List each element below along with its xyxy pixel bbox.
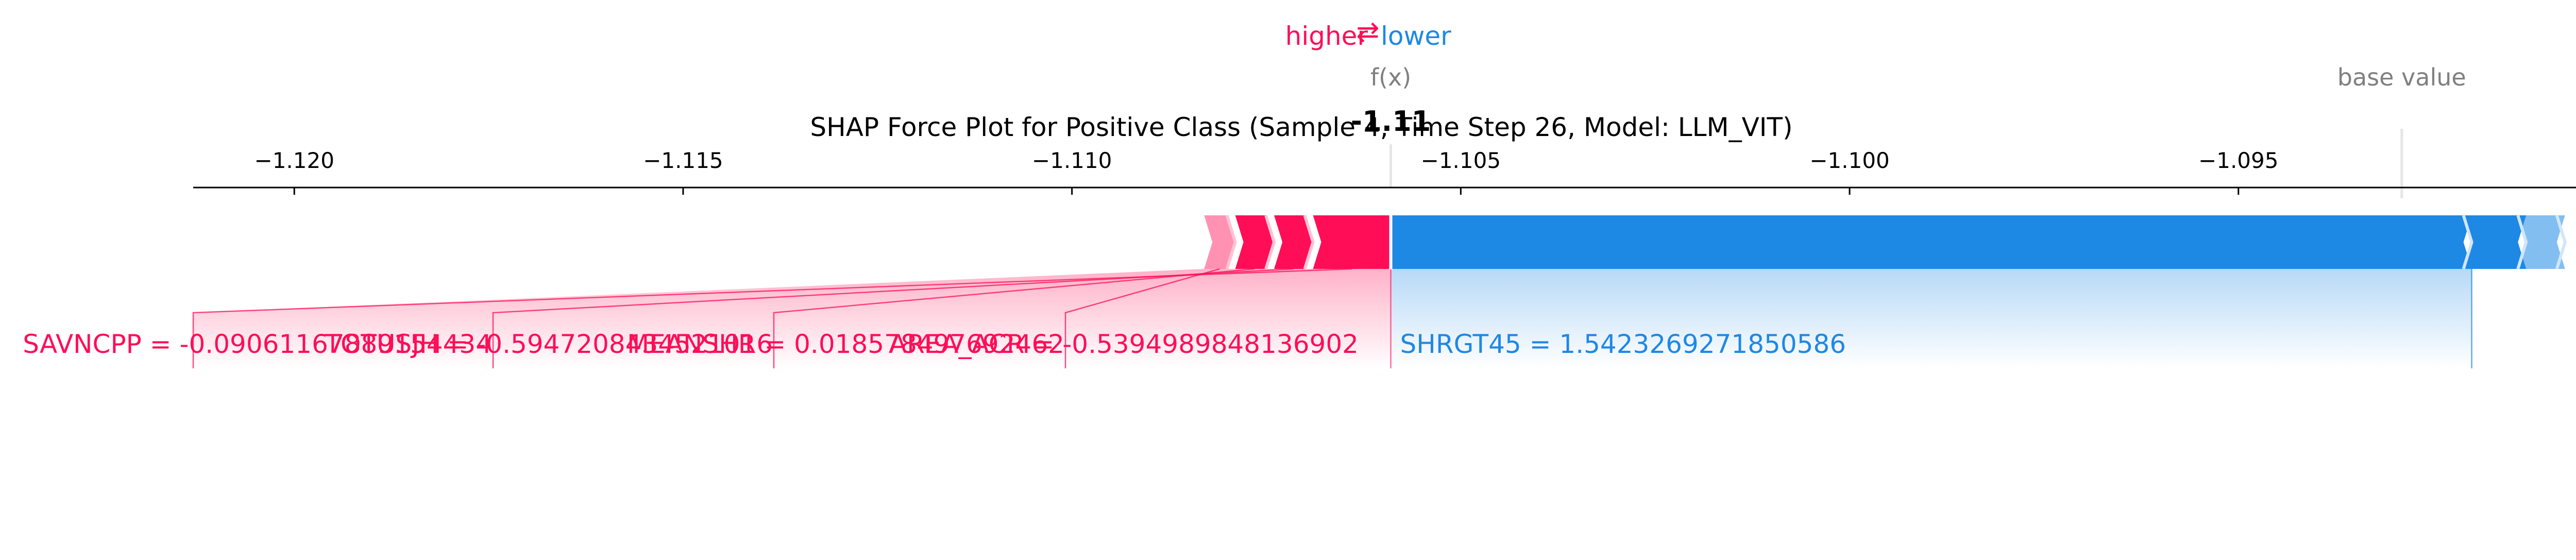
force-bars xyxy=(1204,214,2567,270)
chart-title: SHAP Force Plot for Positive Class (Samp… xyxy=(810,112,1792,142)
positive-bar-segment xyxy=(1274,215,1313,269)
x-tick-label: −1.105 xyxy=(1421,148,1501,173)
fx-label: f(x) xyxy=(1370,63,1411,91)
negative-bar-divider xyxy=(2516,215,2528,269)
base-value-label: base value xyxy=(2337,63,2466,91)
direction-arrow-icon: ⇄ xyxy=(1356,15,1379,48)
positive-connector xyxy=(192,268,1352,368)
negative-bar-tail xyxy=(2463,215,2527,269)
positive-bar-segment xyxy=(1313,215,1391,269)
positive-bar-divider xyxy=(1303,215,1315,269)
x-tick-label: −1.100 xyxy=(1809,148,1889,173)
lower-label: lower xyxy=(1381,21,1451,51)
positive-connector xyxy=(773,268,1255,368)
x-tick-label: −1.120 xyxy=(255,148,334,173)
higher-label: higher xyxy=(1285,21,1368,51)
negative-bar-segment xyxy=(1391,215,2472,269)
x-tick-label: −1.110 xyxy=(1032,148,1112,173)
x-tick-label: −1.115 xyxy=(643,148,723,173)
negative-shade xyxy=(1391,269,2472,368)
negative-bar-tail xyxy=(2518,215,2565,269)
positive-bar-segment xyxy=(1235,215,1275,269)
negative-feature-label: SHRGT45 = 1.5423269271850586 xyxy=(1400,329,1846,359)
positive-bar-divider xyxy=(1264,215,1276,269)
shading xyxy=(193,269,2472,368)
connectors xyxy=(192,268,2472,368)
x-tick-label: −1.095 xyxy=(2198,148,2278,173)
positive-feature-label: MEANSHR = 0.018578497692462 xyxy=(627,329,1064,359)
positive-bar-divider xyxy=(1225,215,1237,269)
positive-feature-label: AREA_ACR = -0.5394989848136902 xyxy=(889,329,1359,359)
positive-feature-label: TOTUSJH = -0.5947208434521016 xyxy=(324,329,773,359)
positive-connector xyxy=(492,268,1294,368)
positive-connector xyxy=(1064,268,1220,368)
positive-feature-label: SAVNCPP = -0.09061167889154434 xyxy=(23,329,492,359)
positive-bar-segment xyxy=(1204,215,1235,269)
negative-bar-divider xyxy=(2462,215,2473,269)
x-axis-ticks: −1.120 −1.115 −1.110 −1.105 −1.100 −1.095 xyxy=(255,148,2278,195)
fx-value: -1.11 xyxy=(1351,105,1431,138)
negative-bar-divider xyxy=(2555,215,2567,269)
